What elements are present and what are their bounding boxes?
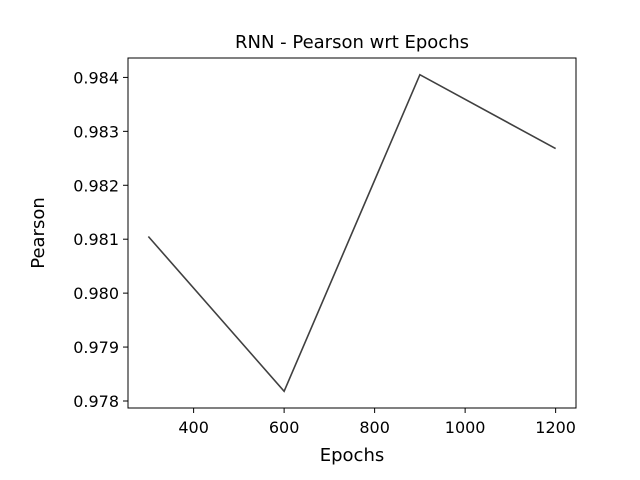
x-tick-label: 800 — [359, 418, 390, 437]
y-tick-label: 0.978 — [73, 392, 119, 411]
y-tick-label: 0.981 — [73, 230, 119, 249]
x-axis: 400 600 800 1000 1200 — [178, 408, 576, 437]
plot-area-frame — [127, 57, 577, 409]
y-axis-label: Pearson — [28, 197, 49, 269]
series-group — [147, 73, 557, 393]
x-tick-label: 600 — [269, 418, 300, 437]
x-tick-label: 1200 — [535, 418, 576, 437]
y-tick-label: 0.982 — [73, 176, 119, 195]
x-axis-label: Epochs — [320, 445, 385, 466]
y-tick-label: 0.980 — [73, 284, 119, 303]
series-line — [147, 73, 557, 393]
y-tick-label: 0.979 — [73, 338, 119, 357]
y-axis: 0.978 0.979 0.980 0.981 0.982 0.983 0.984 — [73, 68, 128, 411]
x-tick-label: 1000 — [445, 418, 486, 437]
y-tick-label: 0.983 — [73, 122, 119, 141]
x-tick-label: 400 — [178, 418, 209, 437]
chart-title: RNN - Pearson wrt Epochs — [235, 32, 469, 53]
y-tick-label: 0.984 — [73, 68, 119, 87]
